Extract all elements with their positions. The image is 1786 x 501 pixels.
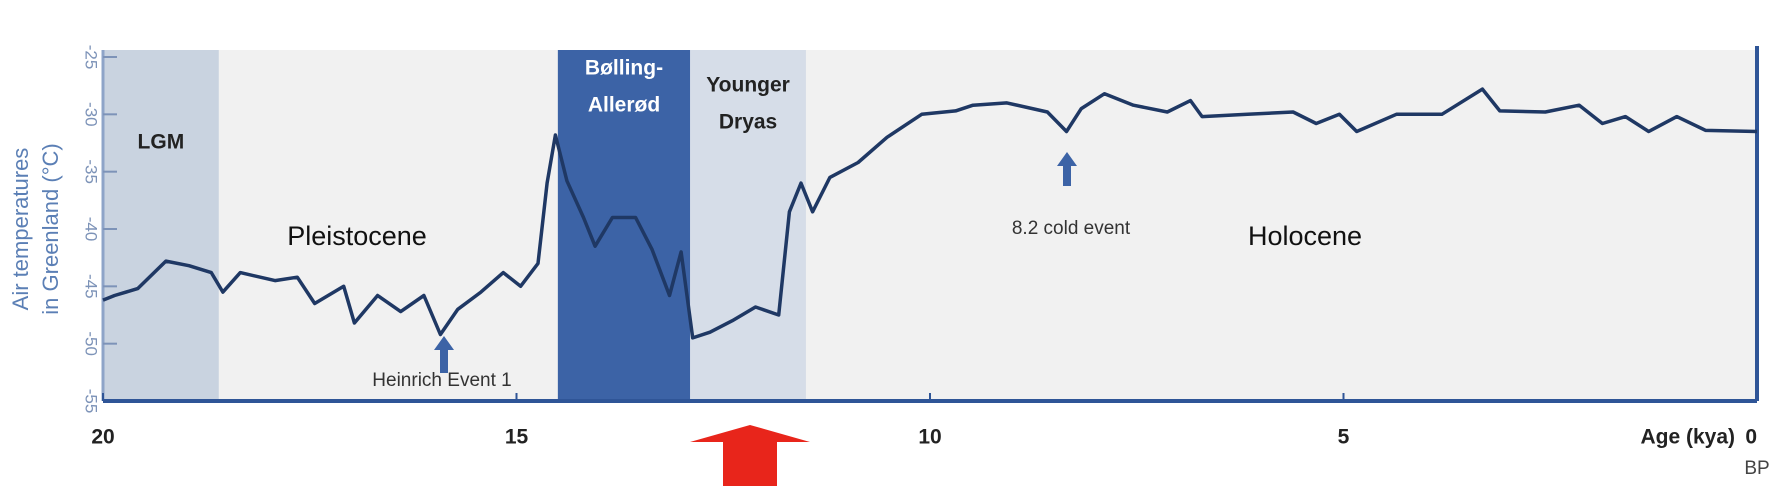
x-tick-label: 5: [1338, 426, 1350, 449]
era-label: Holocene: [1248, 221, 1362, 251]
temperature-line: [102, 87, 1758, 340]
series: [102, 87, 1758, 340]
highlight-arrow: [690, 425, 810, 486]
y-axis-title: in Greenland (°C): [38, 143, 63, 314]
y-tick-label: -45: [82, 274, 101, 299]
period-label: Allerød: [588, 94, 660, 117]
y-tick-label: -55: [82, 389, 101, 414]
y-tick-label: -35: [82, 159, 101, 184]
period-label: LGM: [138, 131, 185, 154]
x-axis-unit: BP: [1744, 458, 1769, 479]
period-band: [103, 50, 219, 401]
x-tick-label: 20: [91, 426, 114, 449]
axes: -25 -30 -35 -40 -45 -50 -55 20 15 10 5 0: [82, 45, 1759, 449]
y-tick-label: -25: [82, 45, 101, 70]
annotation: Heinrich Event 1: [372, 370, 511, 391]
annotation: 8.2 cold event: [1012, 218, 1131, 239]
event-arrow: [1057, 152, 1077, 186]
y-tick-label: -30: [82, 102, 101, 127]
period-band: [557, 50, 691, 401]
period-label: Bølling-: [585, 57, 663, 80]
event-arrow: [434, 336, 454, 373]
x-tick-label: 10: [918, 426, 941, 449]
period-label: Dryas: [719, 111, 777, 134]
x-tick-label: 15: [505, 426, 529, 449]
y-tick-label: -50: [82, 331, 101, 356]
y-tick-label: -40: [82, 217, 101, 242]
x-axis-title: Age (kya): [1640, 426, 1735, 449]
period-label: Younger: [706, 74, 790, 97]
era-label: Pleistocene: [287, 221, 427, 251]
y-axis-title: Air temperatures: [8, 148, 33, 311]
x-tick-label: 0: [1745, 426, 1757, 449]
plot-background: [103, 50, 1757, 401]
